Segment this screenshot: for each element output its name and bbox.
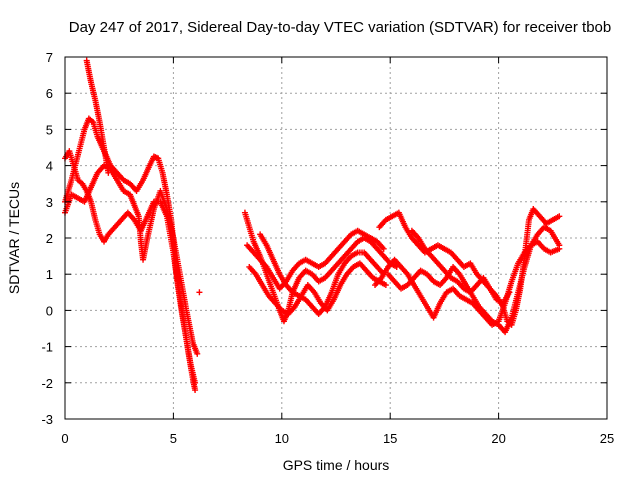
data-points <box>62 57 563 394</box>
y-tick-label: 2 <box>46 231 53 246</box>
y-tick-label: 1 <box>46 267 53 282</box>
data-point-track-h <box>556 213 563 220</box>
y-tick-label: -1 <box>41 340 53 355</box>
y-tick-label: 4 <box>46 159 53 174</box>
x-tick-label: 5 <box>170 431 177 446</box>
data-point-track-e <box>380 245 387 252</box>
y-tick-label: -3 <box>41 412 53 427</box>
data-point-track-j <box>556 245 563 252</box>
x-tick-label: 0 <box>61 431 68 446</box>
data-point-track-k <box>506 289 513 296</box>
y-axis-label: SDTVAR / TECUs <box>6 182 22 294</box>
x-axis-label: GPS time / hours <box>283 457 390 473</box>
y-tick-label: -2 <box>41 376 53 391</box>
data-point-track-a <box>192 387 199 394</box>
y-tick-label: 6 <box>46 86 53 101</box>
y-tick-label: 0 <box>46 303 53 318</box>
data-point-track-steep <box>105 169 112 176</box>
data-point-track-b <box>192 379 199 386</box>
y-tick-label: 3 <box>46 195 53 210</box>
x-tick-label: 20 <box>491 431 505 446</box>
x-tick-label: 10 <box>275 431 289 446</box>
data-point-outlier <box>196 289 203 296</box>
data-point-track-c <box>194 350 201 357</box>
x-tick-label: 25 <box>600 431 614 446</box>
tick-labels: 0 5 10 15 20 25 -3 -2 -1 0 1 2 3 4 5 6 7 <box>41 50 614 446</box>
x-tick-label: 15 <box>383 431 397 446</box>
y-tick-label: 5 <box>46 122 53 137</box>
chart-title: Day 247 of 2017, Sidereal Day-to-day VTE… <box>69 19 611 36</box>
axis-ticks <box>64 56 608 420</box>
y-tick-label: 7 <box>46 50 53 65</box>
grid-lines <box>65 57 607 419</box>
data-point-track-f <box>382 282 389 289</box>
